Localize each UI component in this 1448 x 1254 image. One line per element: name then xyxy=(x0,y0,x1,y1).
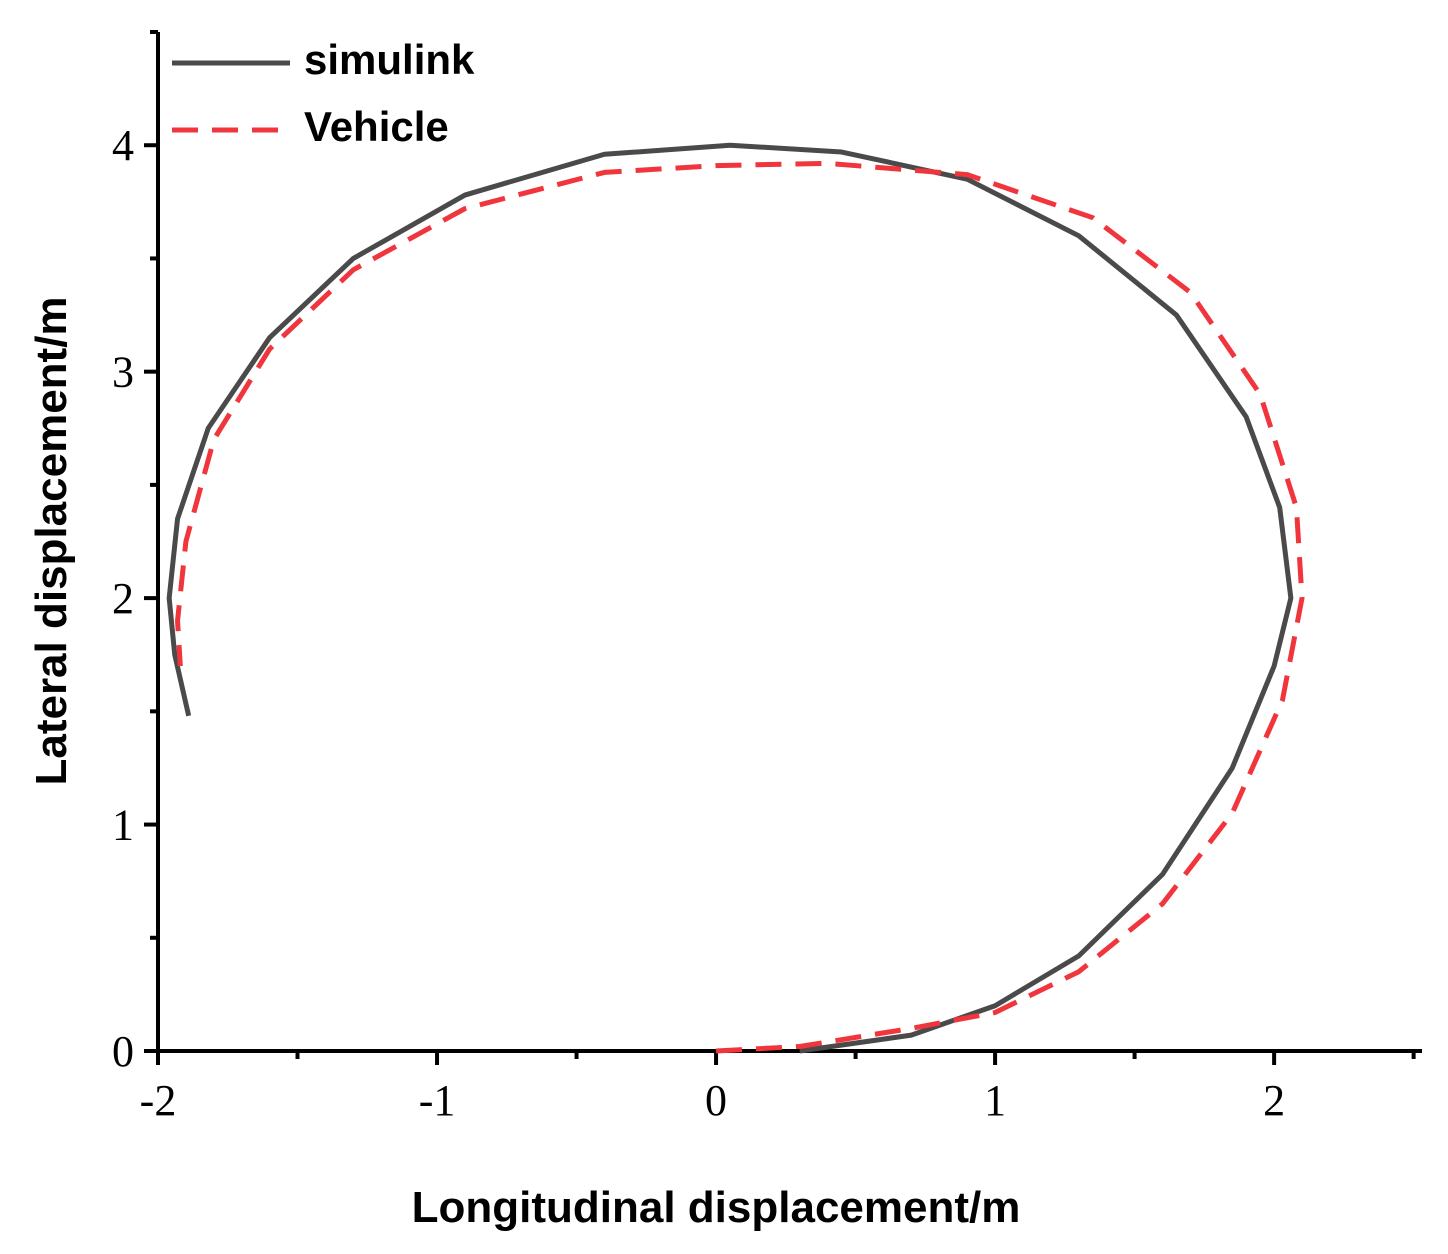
y-tick-label: 0 xyxy=(112,1027,134,1076)
x-tick-label: -1 xyxy=(419,1076,456,1125)
series-line xyxy=(175,160,1305,1054)
y-tick-label: 4 xyxy=(112,121,134,170)
legend-label: simulink xyxy=(304,36,475,83)
series-line xyxy=(166,142,1294,1054)
x-tick-label: -2 xyxy=(140,1076,177,1125)
y-tick-label: 2 xyxy=(112,574,134,623)
y-tick-label: 3 xyxy=(112,348,134,397)
y-tick-label: 1 xyxy=(112,801,134,850)
x-tick-label: 1 xyxy=(984,1076,1006,1125)
x-axis-label: Longitudinal displacement/m xyxy=(412,1183,1021,1232)
legend-label: Vehicle xyxy=(304,103,449,150)
x-tick-label: 2 xyxy=(1263,1076,1285,1125)
x-tick-label: 0 xyxy=(705,1076,727,1125)
y-axis-label: Lateral displacement/m xyxy=(27,296,76,785)
